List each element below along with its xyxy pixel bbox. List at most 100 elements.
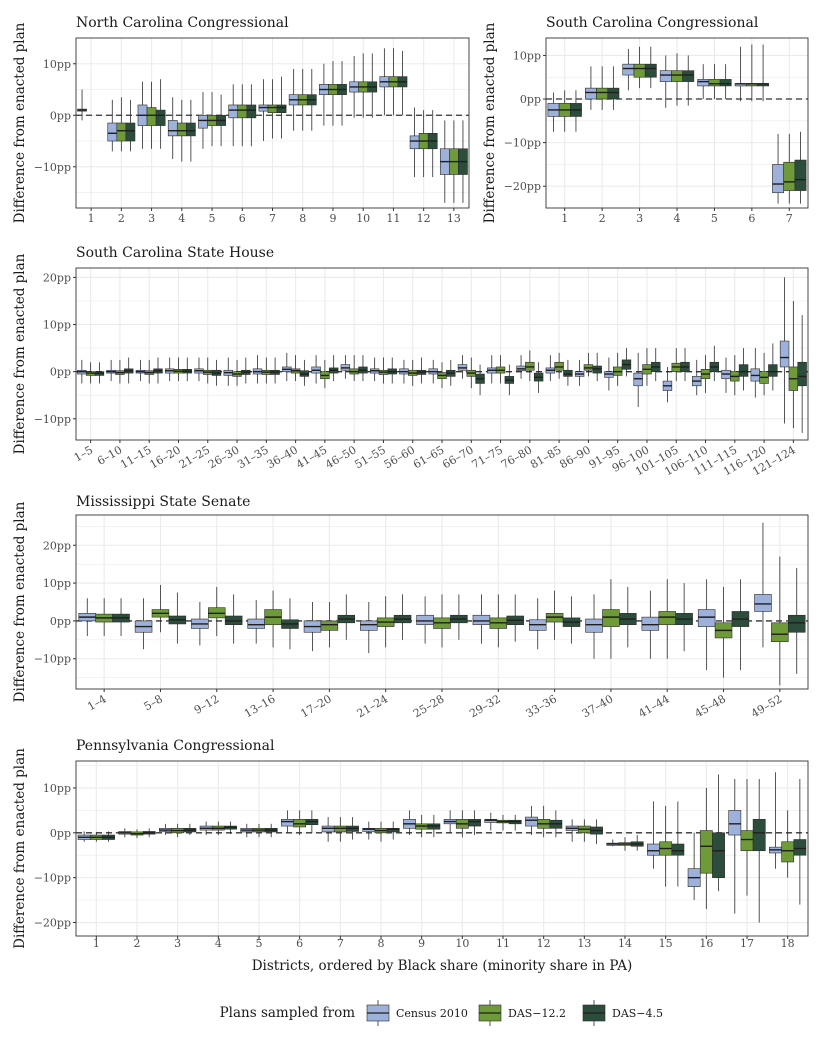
box-body [644,63,657,78]
box-census-2010 [360,602,378,654]
box-census-2010 [321,817,335,842]
box-das-12-2 [612,352,623,386]
box-das-4-5 [416,357,427,384]
box-census-2010 [409,107,420,178]
box-das-4-5 [281,598,299,650]
box-body [738,364,749,377]
x-tick-label: 21–24 [355,692,391,720]
box-das-4-5 [346,817,359,840]
box-das-4-5 [306,68,317,131]
box-body [592,365,602,374]
box-census-2010 [288,68,299,131]
y-tick-label: 10pp [43,58,71,71]
box-census-2010 [223,357,233,386]
box-das-4-5 [563,359,573,386]
box-das-12-2 [596,66,609,110]
y-tick-label: −10pp [504,137,541,150]
box-census-2010 [165,357,175,382]
box-body [752,819,766,852]
box-census-2010 [428,359,438,384]
x-tick-label: 7 [269,212,276,225]
box-das-4-5 [619,586,637,648]
box-das-12-2 [659,805,673,887]
legend-key-census-2010: Census 2010 [366,1000,468,1026]
box-das-4-5 [427,814,441,838]
box-das-4-5 [562,596,581,644]
x-tick-label: 3 [636,212,643,225]
x-tick-label: 12 [417,212,431,225]
box-census-2010 [633,352,643,408]
panel-5: Pennsylvania Congressional −20pp −10pp 0pp 1… [12,738,809,950]
box-das-12-2 [378,357,389,384]
box-das-4-5 [125,99,136,152]
box-das-12-2 [264,590,282,648]
box-das-4-5 [738,348,749,391]
y-axis-title: Difference from enacted plan [12,748,28,949]
panel-border [75,37,470,209]
panel-2: South Carolina Congressional −20pp −10pp 0p… [482,15,809,225]
box-das-4-5 [752,778,766,923]
y-axis-title: Difference from enacted plan [12,22,28,223]
box-census-2010 [754,522,772,648]
box-das-12-2 [781,810,795,878]
box-body [768,364,778,377]
box-census-2010 [258,79,269,142]
box-census-2010 [697,64,710,100]
box-body [167,120,178,137]
y-tick-label: 0pp [520,93,541,106]
box-census-2010 [574,359,585,386]
x-tick-label: 17–20 [298,692,334,720]
x-tick-label: 11–15 [118,443,154,471]
box-body [360,620,378,631]
box-das-12-2 [771,556,789,686]
box-census-2010 [369,357,380,382]
box-body [783,161,796,191]
x-tick-label: 14 [618,937,632,950]
x-tick-label: 46–50 [323,443,359,471]
box-body [754,594,772,612]
box-body [409,135,420,150]
box-body [116,122,127,142]
x-tick-label: 9–12 [192,692,221,717]
x-tick-label: 76–80 [499,443,535,471]
box-body [779,340,790,368]
box-body [125,122,136,142]
legend-label: Census 2010 [396,1007,468,1020]
box-das-4-5 [224,594,243,644]
box-body [228,104,239,119]
x-tick-label: 36–40 [265,443,301,471]
x-tick-label: 11 [496,937,510,950]
box-body [386,828,400,833]
y-axis-title: Difference from enacted plan [12,501,28,702]
box-das-4-5 [337,61,347,126]
box-census-2010 [697,579,716,671]
box-das-4-5 [337,594,356,640]
box-das-12-2 [554,352,564,379]
box-census-2010 [750,348,760,398]
x-tick-label: 41–45 [294,443,330,471]
box-body [712,832,725,878]
box-census-2010 [641,590,660,659]
box-das-12-2 [116,97,127,152]
panel-1: North Carolina Congressional −10pp 0pp 10pp… [12,15,470,225]
box-das-12-2 [415,814,429,838]
box-das-12-2 [171,823,185,838]
box-das-12-2 [602,579,620,659]
x-tick-label: 41–44 [636,692,672,720]
box-body [787,614,806,633]
box-census-2010 [721,357,731,393]
x-tick-label: 18 [781,937,795,950]
box-das-12-2 [496,814,510,831]
box-census-2010 [659,55,672,108]
box-das-4-5 [264,823,278,838]
y-axis-title: Difference from enacted plan [482,22,498,223]
x-tick-label: 16 [699,937,713,950]
box-das-4-5 [186,99,196,162]
x-tick-label: 3 [148,212,155,225]
box-census-2010 [282,352,292,382]
box-census-2010 [528,598,547,650]
box-census-2010 [547,92,560,132]
box-body [267,104,278,113]
panel-3: South Carolina State House −10pp 0pp 10pp 20… [12,245,809,478]
box-das-4-5 [155,79,166,149]
